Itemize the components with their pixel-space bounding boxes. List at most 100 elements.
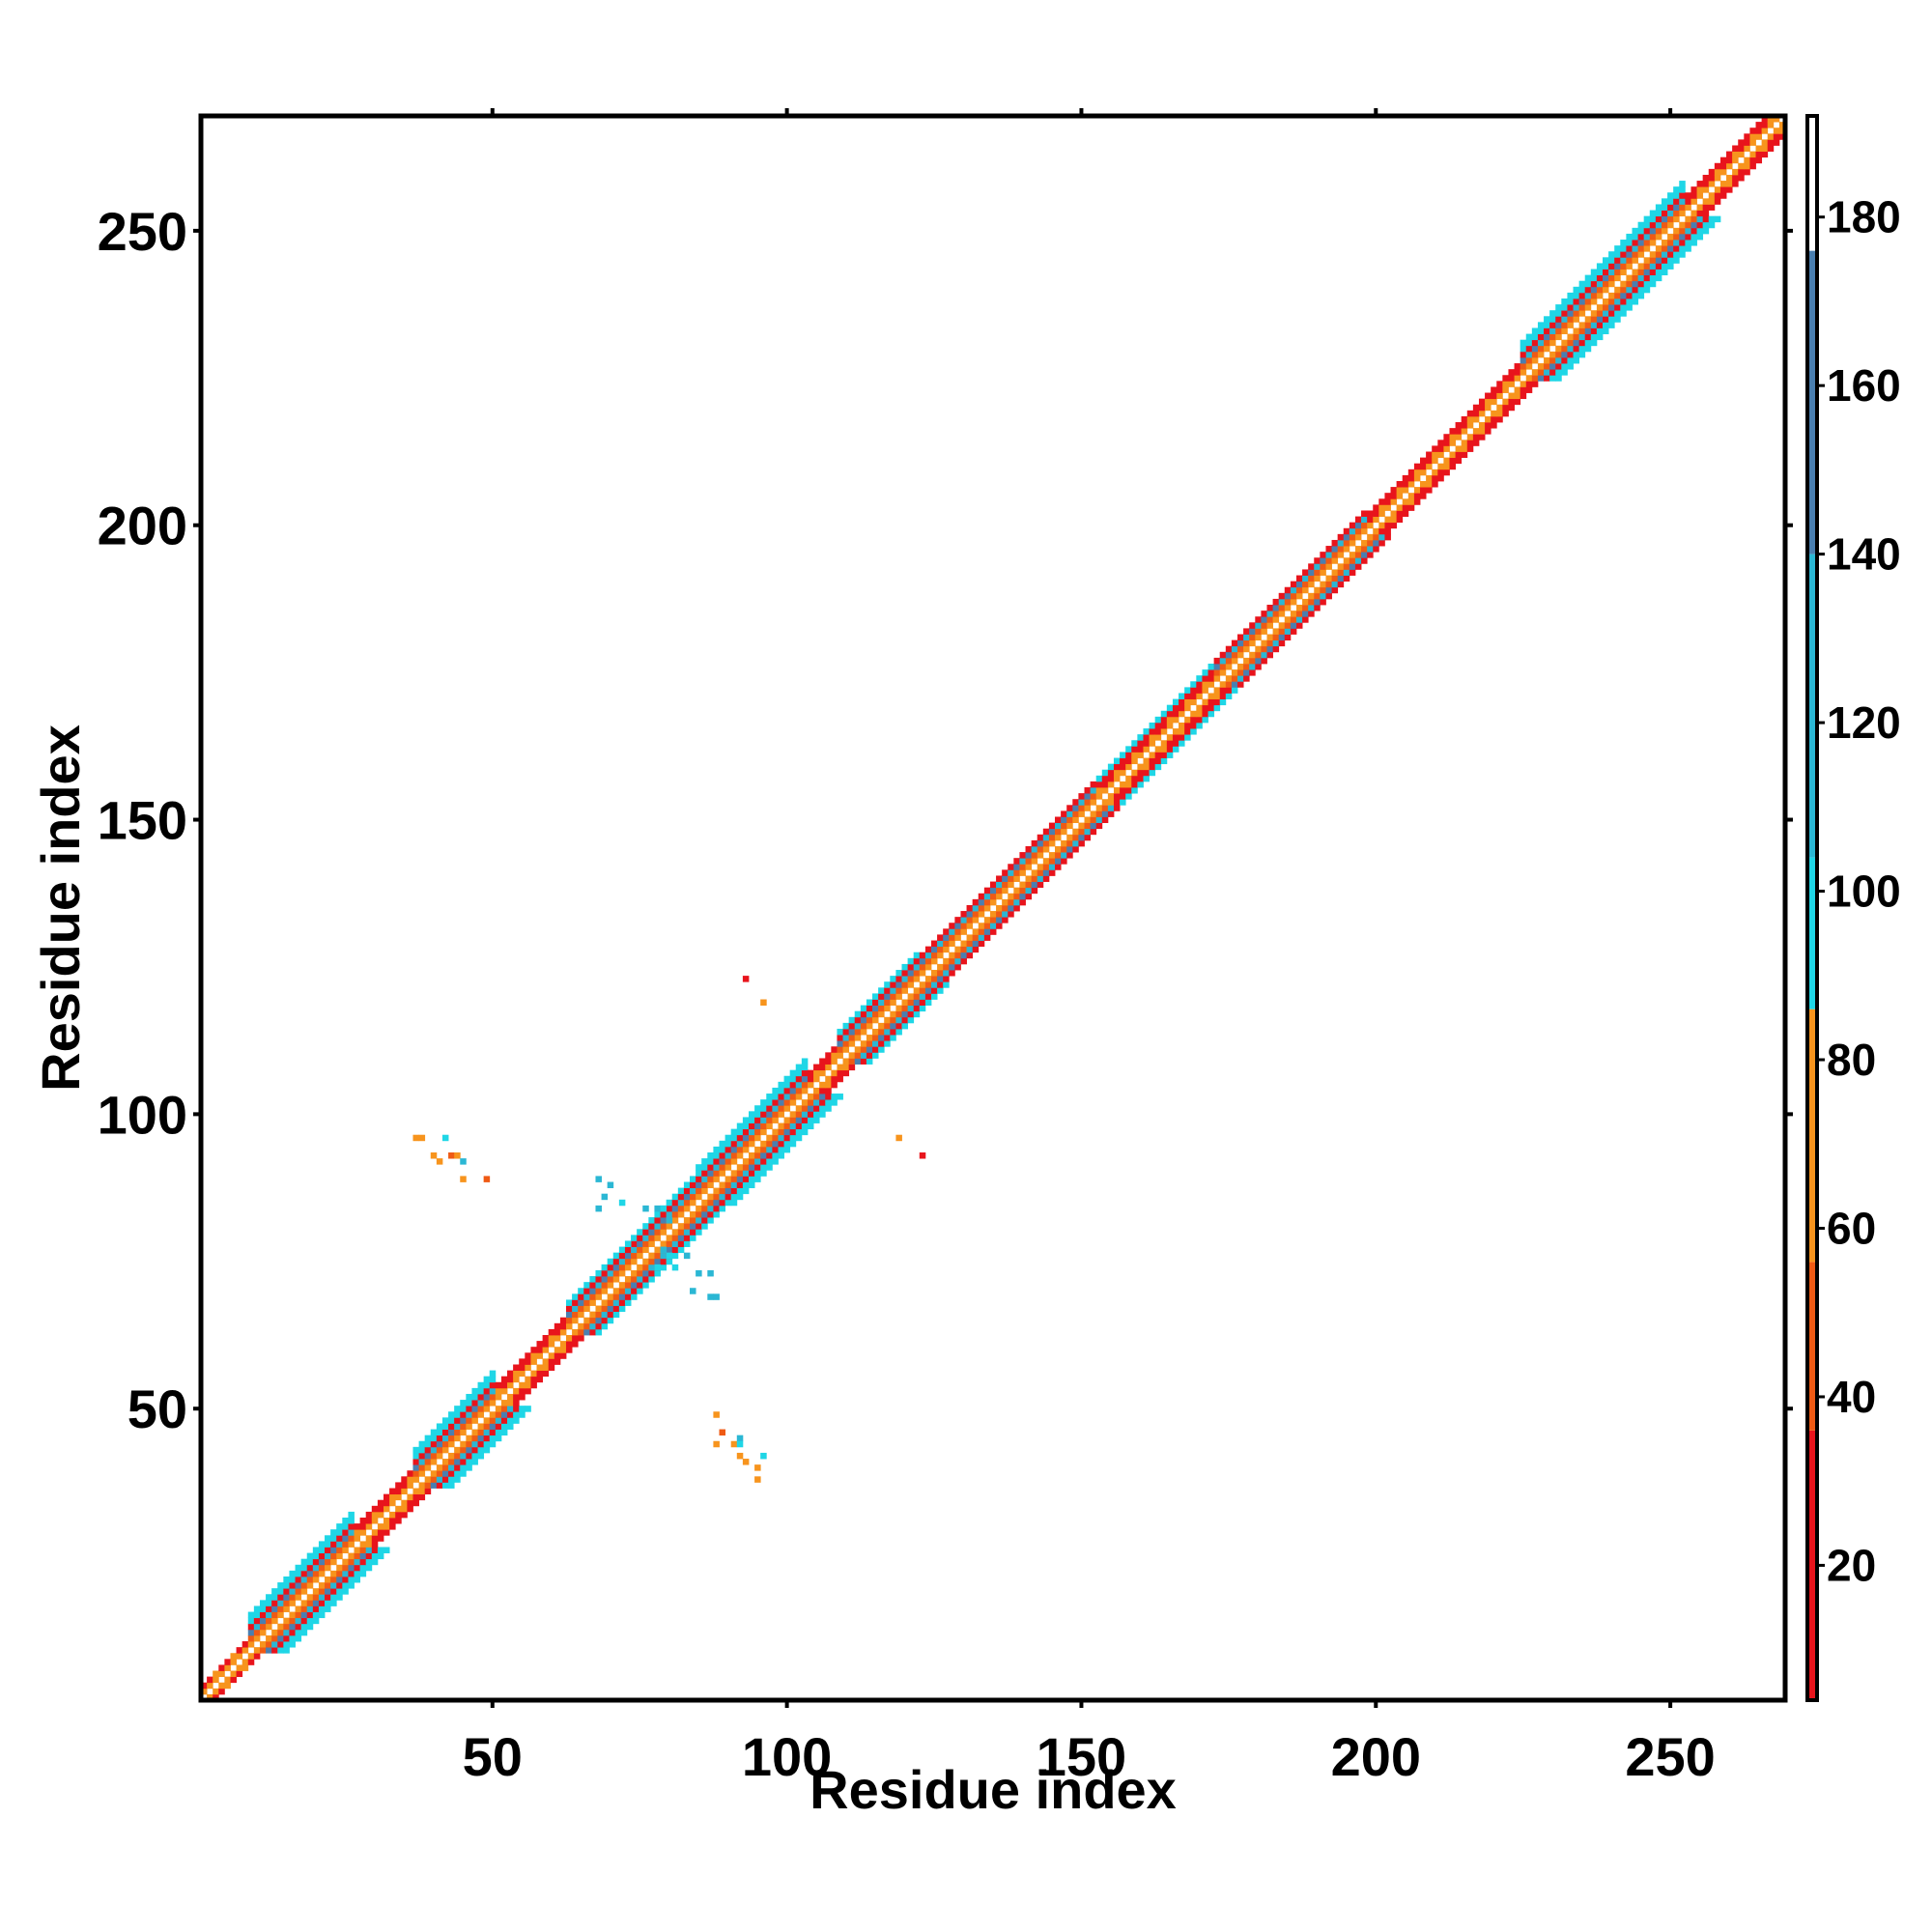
heatmap-cell: [901, 981, 908, 988]
heatmap-cell: [736, 1193, 744, 1201]
heatmap-cell: [1202, 669, 1208, 676]
heatmap-cell: [1437, 440, 1444, 446]
heatmap-cell: [300, 1558, 308, 1566]
heatmap-cell: [1632, 233, 1638, 241]
heatmap-cell: [277, 1634, 284, 1642]
heatmap-cell: [1008, 911, 1014, 918]
heatmap-cell: [395, 1488, 402, 1495]
heatmap-cell: [754, 1105, 761, 1112]
heatmap-cell: [230, 1659, 237, 1665]
heatmap-cell: [1237, 634, 1244, 641]
heatmap-cell: [1773, 133, 1780, 140]
heatmap-cell: [242, 1641, 249, 1648]
heatmap-cell: [1373, 546, 1379, 553]
heatmap-cell: [318, 1541, 326, 1548]
heatmap-cell: [1025, 858, 1033, 865]
heatmap-cell: [795, 1122, 803, 1130]
heatmap-cell: [713, 1170, 720, 1177]
heatmap-cell: [1208, 669, 1215, 676]
heatmap-cell: [1131, 775, 1138, 782]
heatmap-cell: [772, 1134, 779, 1142]
heatmap-cell: [460, 1417, 467, 1424]
heatmap-cell: [1590, 316, 1598, 323]
heatmap-cell: [930, 987, 938, 994]
heatmap-cell: [1449, 457, 1456, 465]
heatmap-cell: [441, 1470, 449, 1477]
heatmap-cell: [1661, 245, 1668, 252]
heatmap-cell: [1537, 369, 1545, 376]
heatmap-cell: [1555, 310, 1562, 317]
heatmap-cell: [1555, 304, 1562, 311]
heatmap-cell: [766, 1140, 773, 1148]
heatmap-cell: [1649, 240, 1657, 246]
heatmap-cell: [618, 1258, 626, 1265]
heatmap-cell: [819, 1094, 826, 1100]
heatmap-cell: [277, 1594, 284, 1601]
heatmap-cell: [872, 1046, 879, 1053]
heatmap-cell: [530, 1370, 537, 1378]
heatmap-cell: [660, 1252, 668, 1260]
heatmap-cell: [1749, 156, 1756, 164]
heatmap-cell: [441, 1134, 449, 1142]
heatmap-cell: [1603, 286, 1609, 294]
heatmap-cell: [507, 1411, 514, 1418]
heatmap-cell: [831, 1094, 838, 1100]
heatmap-cell: [519, 1358, 526, 1365]
heatmap-cell: [713, 1210, 720, 1218]
heatmap-cell: [489, 1440, 497, 1448]
heatmap-cell: [1361, 516, 1368, 524]
heatmap-cell: [1649, 257, 1657, 264]
heatmap-cell: [901, 1005, 908, 1012]
heatmap-cell: [1778, 128, 1786, 134]
heatmap-cell: [1061, 839, 1067, 847]
heatmap-cell: [1690, 227, 1697, 235]
heatmap-cell: [1520, 392, 1527, 400]
heatmap-cell: [266, 1647, 272, 1654]
heatmap-cell: [1608, 274, 1615, 282]
heatmap-cell: [1603, 298, 1609, 305]
heatmap-cell: [277, 1600, 284, 1606]
heatmap-cell: [1314, 598, 1321, 606]
heatmap-cell: [365, 1523, 373, 1530]
heatmap-cell: [536, 1352, 544, 1359]
heatmap-cell: [1349, 569, 1356, 576]
heatmap-cell: [637, 1240, 643, 1247]
heatmap-cell: [583, 1305, 590, 1313]
heatmap-cell: [1596, 310, 1604, 317]
heatmap-cell: [930, 970, 938, 977]
heatmap-cell: [719, 1187, 726, 1195]
heatmap-cell: [1349, 552, 1356, 558]
heatmap-cell: [283, 1588, 290, 1595]
heatmap-cell: [1702, 204, 1710, 211]
heatmap-cell: [1302, 569, 1309, 576]
heatmap-cell: [983, 934, 991, 941]
heatmap-cell: [848, 1022, 856, 1030]
heatmap-cell: [384, 1505, 390, 1513]
heatmap-cell: [1107, 805, 1115, 811]
heatmap-cell: [919, 957, 926, 965]
heatmap-cell: [701, 1164, 708, 1171]
heatmap-cell: [359, 1529, 367, 1536]
heatmap-cell: [1143, 775, 1150, 782]
heatmap-cell: [1078, 793, 1085, 800]
heatmap-cell: [789, 1111, 797, 1118]
heatmap-cell: [677, 1240, 685, 1247]
heatmap-cell: [1679, 204, 1686, 211]
heatmap-cell: [637, 1276, 643, 1283]
heatmap-cell: [354, 1558, 361, 1566]
heatmap-cell: [1496, 415, 1503, 423]
heatmap-cell: [283, 1605, 290, 1612]
heatmap-cell: [365, 1564, 373, 1572]
heatmap-cell: [348, 1570, 355, 1577]
heatmap-cell: [1378, 539, 1385, 547]
heatmap-cell: [690, 1176, 696, 1182]
heatmap-cell: [253, 1629, 261, 1636]
heatmap-cell: [460, 1158, 467, 1165]
heatmap-cell: [1426, 474, 1433, 482]
heatmap-cell: [1002, 875, 1009, 882]
heatmap-cell: [1714, 186, 1721, 193]
heatmap-cell: [1337, 546, 1345, 553]
heatmap-cell: [801, 1128, 809, 1136]
heatmap-cell: [972, 940, 980, 948]
heatmap-cell: [1649, 263, 1657, 270]
